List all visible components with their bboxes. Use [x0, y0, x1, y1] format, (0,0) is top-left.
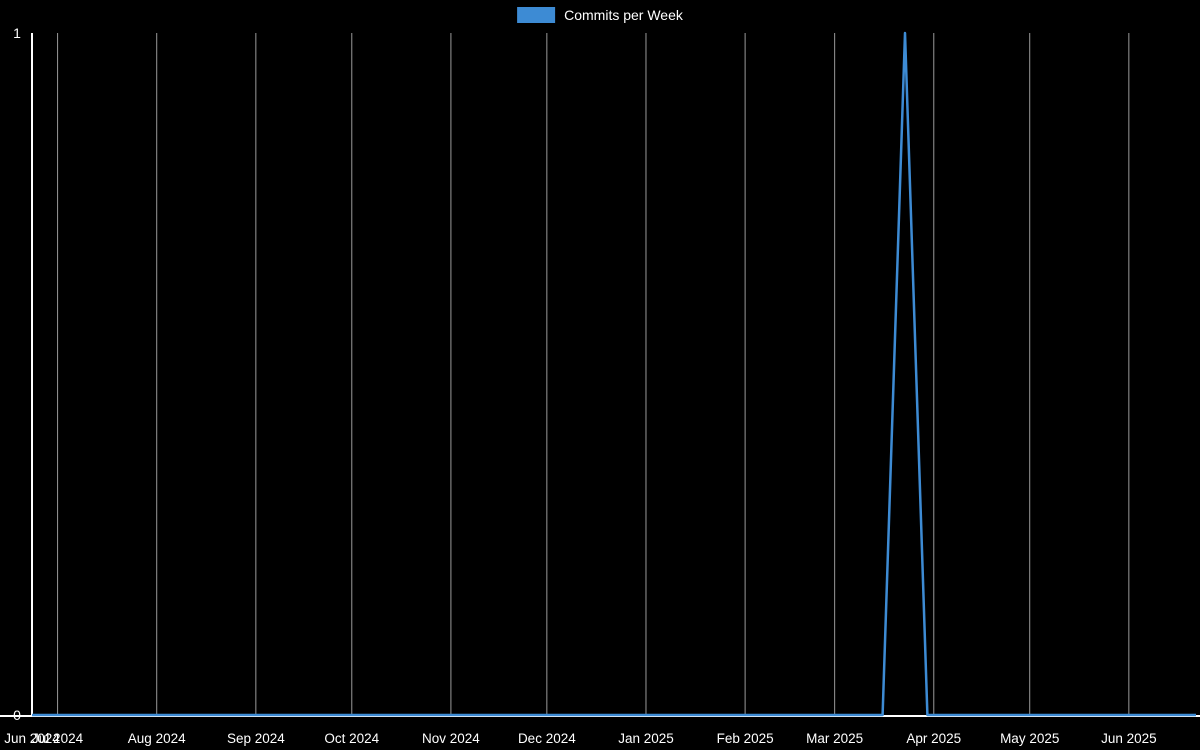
x-tick-label: Aug 2024 [128, 731, 186, 746]
x-tick-label: Jun 2025 [1101, 731, 1157, 746]
x-tick-label: Sep 2024 [227, 731, 285, 746]
x-tick-label: Jul 2024 [32, 731, 84, 746]
x-tick-label: Dec 2024 [518, 731, 576, 746]
x-tick-label: Jun 2024 [4, 731, 60, 746]
x-tick-label: Feb 2025 [717, 731, 774, 746]
x-tick-label: Apr 2025 [906, 731, 961, 746]
legend-swatch-commits [517, 7, 556, 23]
x-tick-label: Jan 2025 [618, 731, 674, 746]
x-tick-label: Oct 2024 [324, 731, 379, 746]
y-tick-label: 0 [13, 707, 21, 723]
commits-line-series [32, 31, 1196, 717]
x-tick-label: Nov 2024 [422, 731, 480, 746]
chart-legend: Commits per Week [517, 7, 683, 23]
x-tick-label: Mar 2025 [806, 731, 863, 746]
y-tick-label: 1 [13, 25, 21, 41]
legend-label: Commits per Week [564, 7, 683, 23]
x-tick-label: May 2025 [1000, 731, 1059, 746]
